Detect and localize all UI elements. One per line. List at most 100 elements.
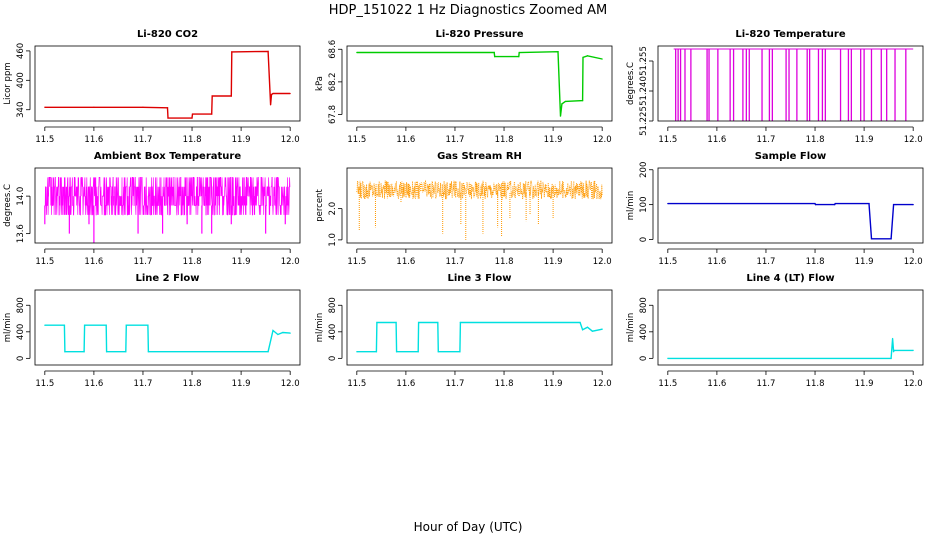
y-tick-label: 400 <box>639 324 649 340</box>
x-tick-label: 12.0 <box>281 257 300 267</box>
panel-2: Li-820 Pressure 11.5 11.6 11.7 11.8 11.9 12.0 6… <box>315 29 613 145</box>
data-point <box>93 106 95 108</box>
x-tick-label: 12.0 <box>593 257 612 267</box>
data-point <box>601 58 603 60</box>
y-tick-label: 400 <box>328 324 338 340</box>
data-point <box>231 51 233 53</box>
y-axis-label: degrees.C <box>626 62 636 105</box>
data-point <box>564 100 566 103</box>
data-point <box>892 351 895 353</box>
y-tick-label: 0 <box>639 237 649 242</box>
y-axis: 1.0 2.0 <box>328 202 343 247</box>
data-point <box>581 329 584 331</box>
data-point <box>912 204 914 206</box>
plot-area <box>667 337 914 360</box>
data-point <box>437 351 439 353</box>
x-tick-label: 11.9 <box>544 257 563 267</box>
plot-area <box>356 50 603 117</box>
x-axis: 11.5 11.6 11.7 11.8 11.9 12.0 <box>35 370 300 389</box>
x-tick-label: 11.8 <box>495 257 514 267</box>
data-point <box>289 92 291 95</box>
x-tick-label: 11.6 <box>396 257 415 267</box>
x-axis: 11.5 11.6 11.7 11.8 11.9 12.0 <box>658 248 923 267</box>
y-axis-label: percent <box>315 189 325 222</box>
data-point <box>269 104 272 106</box>
panel-title: Li-820 Pressure <box>435 29 523 40</box>
panel-9: Line 4 (LT) Flow 11.5 11.6 11.7 11.8 11.9 12.0… <box>626 273 924 389</box>
series-line <box>667 202 914 240</box>
y-tick-label: 200 <box>639 162 649 178</box>
x-tick-label: 12.0 <box>904 257 923 267</box>
data-point <box>125 324 127 326</box>
plot-area <box>356 321 603 353</box>
data-point <box>437 321 439 324</box>
figure-title: HDP_151022 1 Hz Diagnostics Zoomed AM <box>329 3 608 18</box>
data-point <box>581 100 584 102</box>
y-tick-label: 2.0 <box>328 202 338 216</box>
x-tick-label: 12.0 <box>593 379 612 389</box>
plot-frame <box>346 289 613 366</box>
data-point <box>166 107 169 109</box>
data-point <box>83 351 85 353</box>
x-tick-label: 11.8 <box>183 257 202 267</box>
y-axis-label: ml/min <box>626 313 636 343</box>
plot-frame <box>34 45 301 122</box>
plot-frame <box>346 167 613 244</box>
x-tick-label: 11.8 <box>806 379 825 389</box>
y-tick-label: 0 <box>639 356 649 361</box>
x-tick-label: 11.6 <box>707 379 726 389</box>
data-point <box>356 351 358 353</box>
data-point <box>167 117 169 119</box>
plot-area <box>667 202 914 240</box>
x-axis: 11.5 11.6 11.7 11.8 11.9 12.0 <box>347 370 612 389</box>
x-tick-label: 11.5 <box>347 257 366 267</box>
data-point <box>356 51 358 54</box>
data-point <box>895 204 897 206</box>
panel-title: Li-820 CO2 <box>137 29 198 40</box>
y-axis-label: kPa <box>315 76 325 91</box>
plot-frame <box>346 45 613 122</box>
x-tick-label: 11.6 <box>84 135 103 145</box>
data-point <box>814 202 816 205</box>
data-point <box>289 332 291 334</box>
x-tick-label: 11.6 <box>396 379 415 389</box>
data-point <box>395 351 398 353</box>
data-point <box>277 333 279 336</box>
series-line <box>44 50 291 119</box>
data-point <box>561 103 563 105</box>
panel-3: Li-820 Temperature 11.5 11.6 11.7 11.8 11.9 12… <box>626 29 924 145</box>
y-tick-label: 1.0 <box>328 233 338 247</box>
y-axis: 0 400 800 <box>328 297 343 361</box>
data-point <box>105 324 107 326</box>
data-point <box>191 113 194 115</box>
series-line <box>44 177 291 216</box>
plot-area <box>673 48 914 121</box>
data-point <box>63 324 66 326</box>
x-tick-label: 11.8 <box>806 257 825 267</box>
data-point <box>459 351 461 353</box>
x-tick-label: 11.6 <box>707 135 726 145</box>
data-point <box>834 202 836 205</box>
panel-title: Gas Stream RH <box>437 151 522 162</box>
x-tick-label: 11.8 <box>495 379 514 389</box>
x-tick-label: 11.7 <box>756 379 775 389</box>
data-point <box>891 337 894 340</box>
data-point <box>834 204 836 206</box>
data-point <box>191 117 193 119</box>
x-tick-label: 11.9 <box>544 379 563 389</box>
data-point <box>44 324 46 326</box>
plot-frame <box>34 167 301 244</box>
y-tick-label: 67.8 <box>328 105 338 124</box>
data-point <box>282 331 284 334</box>
panel-7: Line 2 Flow 11.5 11.6 11.7 11.8 11.9 12.0 0 400 8… <box>3 273 301 389</box>
x-tick-label: 11.8 <box>806 135 825 145</box>
x-tick-label: 12.0 <box>281 135 300 145</box>
x-axis: 11.5 11.6 11.7 11.8 11.9 12.0 <box>658 126 923 145</box>
y-axis: 13.6 14.0 <box>16 187 31 243</box>
plot-area <box>44 177 291 243</box>
y-axis-label: Licor ppm <box>3 62 13 104</box>
y-axis: 0 100 200 <box>639 162 654 242</box>
series-line <box>667 338 914 360</box>
